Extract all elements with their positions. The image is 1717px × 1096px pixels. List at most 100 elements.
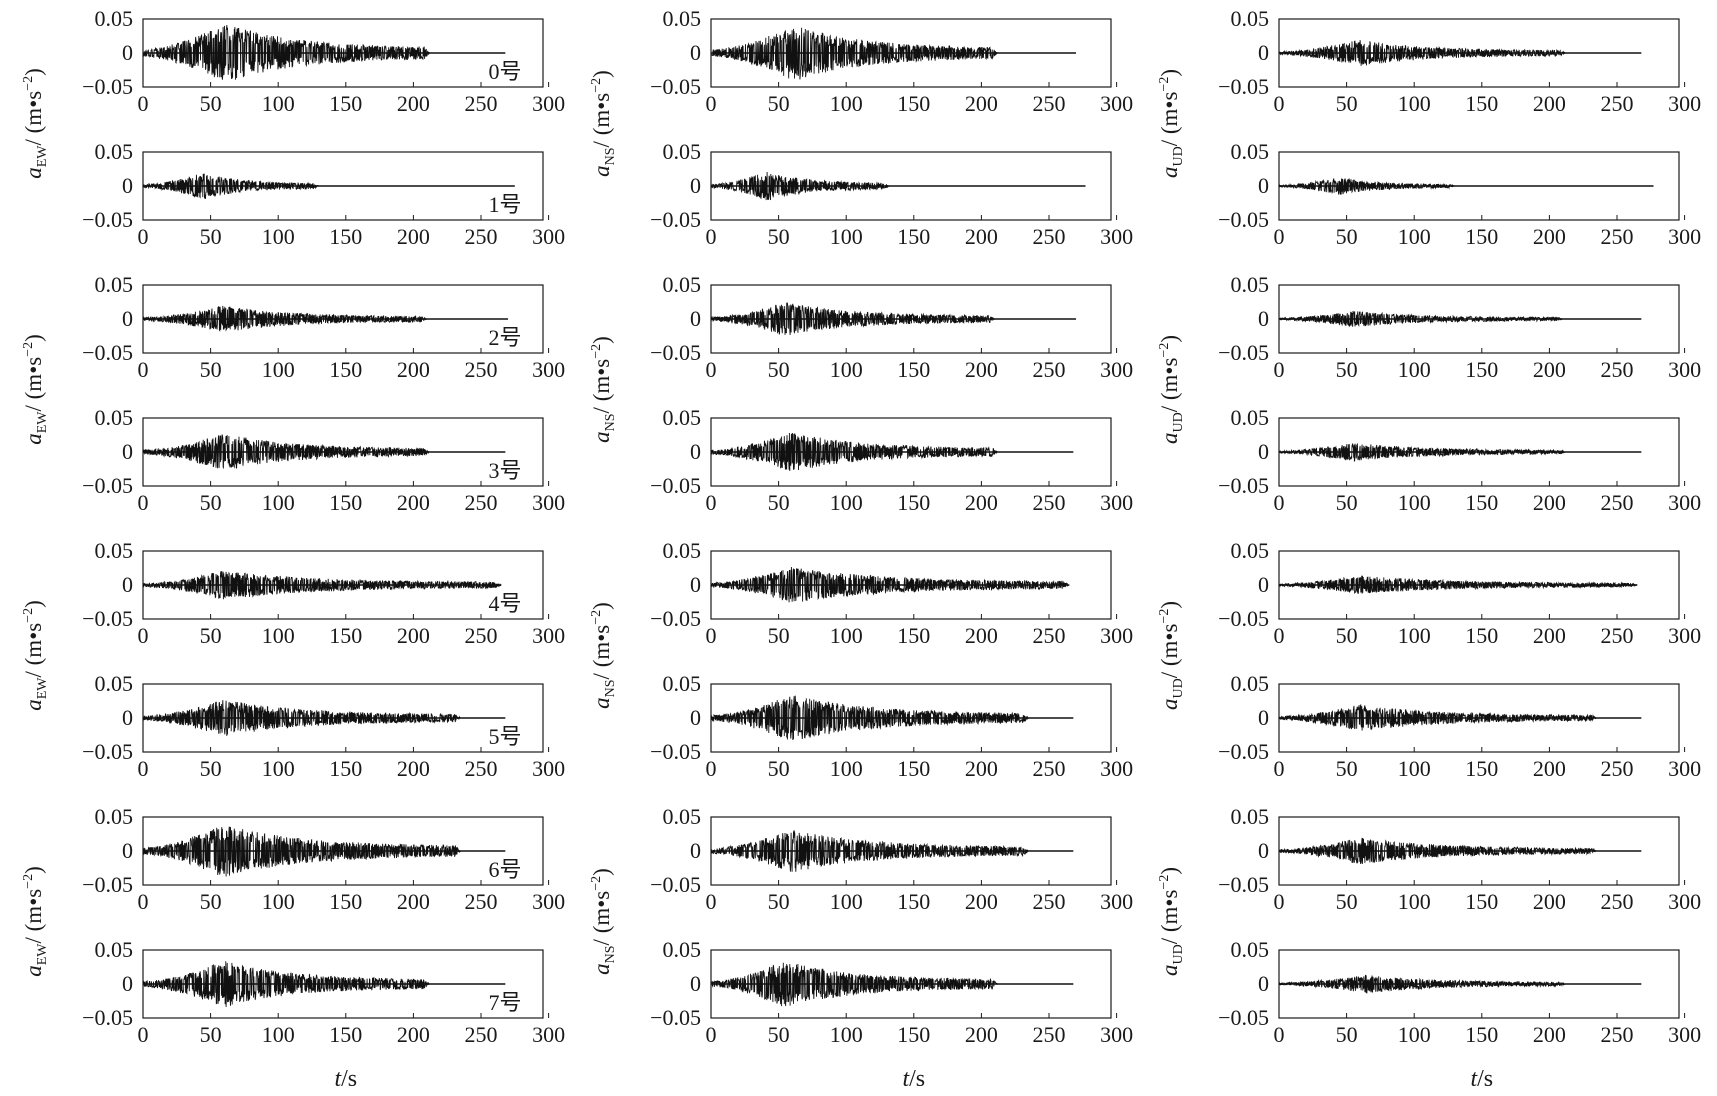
y-axis-label-ud: aUD/ (m•s−2)	[1157, 601, 1186, 710]
panel-ud-station-2: 0.050−0.050 50 100 150 200 250 300	[1218, 272, 1701, 382]
y-axis-label-ns: aNS/ (m•s−2)	[589, 70, 618, 177]
acceleration-trace	[1278, 177, 1455, 195]
x-tick-label: 100	[1398, 91, 1431, 116]
panel-ns-station-5: 0.050−0.050 50 100 150 200 250 300	[650, 671, 1133, 781]
y-tick-label: 0	[122, 705, 133, 730]
panel-ud-station-5: 0.050−0.050 50 100 150 200 250 300	[1218, 671, 1701, 781]
x-tick-label: 150	[897, 756, 930, 781]
x-tick-label: 50	[768, 1022, 790, 1047]
x-tick-label: 100	[830, 91, 863, 116]
y-tick-label: 0.05	[95, 139, 134, 164]
acceleration-trace	[142, 571, 502, 600]
x-tick-label: 50	[768, 889, 790, 914]
y-tick-label: 0	[122, 173, 133, 198]
x-tick-label: 250	[465, 490, 498, 515]
x-tick-label: 0	[1274, 623, 1285, 648]
y-tick-label: 0.05	[1231, 139, 1270, 164]
x-tick-label: 50	[200, 91, 222, 116]
x-tick-label: 250	[1601, 91, 1634, 116]
x-tick-label: 250	[465, 357, 498, 382]
x-tick-label: 300	[1668, 623, 1701, 648]
x-axis-label: t/s	[334, 1066, 357, 1092]
x-tick-label: 100	[262, 1022, 295, 1047]
x-tick-label: 250	[1033, 756, 1066, 781]
x-tick-label: 0	[138, 623, 149, 648]
y-tick-label: 0.05	[95, 538, 134, 563]
y-tick-label: 0	[1258, 40, 1269, 65]
x-tick-label: 250	[465, 623, 498, 648]
y-tick-label: 0	[122, 40, 133, 65]
x-tick-label: 50	[1336, 756, 1358, 781]
x-tick-label: 200	[1533, 1022, 1566, 1047]
x-tick-label: 200	[965, 623, 998, 648]
x-tick-label: 250	[1601, 889, 1634, 914]
x-tick-label: 300	[1668, 224, 1701, 249]
x-tick-label: 150	[329, 889, 362, 914]
x-tick-label: 150	[329, 224, 362, 249]
x-tick-label: 150	[1465, 224, 1498, 249]
x-tick-label: 150	[329, 91, 362, 116]
acceleration-trace	[710, 962, 998, 1007]
acceleration-trace	[142, 25, 430, 80]
x-tick-label: 50	[1336, 357, 1358, 382]
x-tick-label: 200	[1533, 357, 1566, 382]
x-tick-label: 0	[706, 756, 717, 781]
x-tick-label: 0	[706, 490, 717, 515]
x-tick-label: 0	[1274, 91, 1285, 116]
y-tick-label: 0	[690, 306, 701, 331]
x-tick-label: 200	[965, 490, 998, 515]
panel-ud-station-3: 0.050−0.050 50 100 150 200 250 300	[1218, 405, 1701, 515]
y-tick-label: 0	[1258, 705, 1269, 730]
y-tick-label: −0.05	[1218, 74, 1269, 99]
x-tick-label: 150	[329, 623, 362, 648]
y-axis-label-ew: aEW/ (m•s−2)	[21, 68, 50, 179]
panel-ud-station-4: 0.050−0.050 50 100 150 200 250 300	[1218, 538, 1701, 648]
x-tick-label: 100	[1398, 357, 1431, 382]
x-tick-label: 150	[1465, 490, 1498, 515]
y-tick-label: 0	[690, 705, 701, 730]
y-tick-label: 0	[1258, 838, 1269, 863]
x-tick-label: 0	[706, 357, 717, 382]
y-tick-label: −0.05	[650, 1005, 701, 1030]
x-tick-label: 250	[465, 224, 498, 249]
station-label: 3号	[488, 458, 521, 483]
y-tick-label: 0.05	[1231, 538, 1270, 563]
x-tick-label: 250	[1033, 1022, 1066, 1047]
x-tick-label: 100	[262, 889, 295, 914]
y-tick-label: 0.05	[1231, 6, 1270, 31]
x-tick-label: 100	[830, 357, 863, 382]
y-tick-label: 0	[690, 173, 701, 198]
y-tick-label: 0.05	[1231, 405, 1270, 430]
y-tick-label: 0	[1258, 173, 1269, 198]
x-tick-label: 200	[397, 756, 430, 781]
panel-ud-station-6: 0.050−0.050 50 100 150 200 250 300	[1218, 804, 1701, 914]
y-tick-label: 0.05	[95, 671, 134, 696]
x-tick-label: 200	[1533, 224, 1566, 249]
y-tick-label: −0.05	[650, 207, 701, 232]
x-tick-label: 0	[1274, 756, 1285, 781]
x-tick-label: 0	[138, 1022, 149, 1047]
x-tick-label: 100	[830, 623, 863, 648]
x-tick-label: 0	[1274, 490, 1285, 515]
x-tick-label: 250	[465, 1022, 498, 1047]
acceleration-trace	[1278, 40, 1566, 66]
x-tick-label: 250	[1033, 889, 1066, 914]
y-tick-label: −0.05	[650, 340, 701, 365]
x-tick-label: 100	[830, 889, 863, 914]
x-tick-label: 100	[830, 490, 863, 515]
x-tick-label: 100	[262, 490, 295, 515]
acceleration-trace	[710, 695, 1030, 741]
y-tick-label: −0.05	[82, 1005, 133, 1030]
x-tick-label: 0	[138, 91, 149, 116]
y-tick-label: 0	[122, 439, 133, 464]
acceleration-trace	[710, 302, 996, 336]
x-tick-label: 300	[1668, 889, 1701, 914]
x-tick-label: 200	[1533, 889, 1566, 914]
x-tick-label: 200	[965, 91, 998, 116]
acceleration-trace	[1278, 443, 1566, 462]
x-tick-label: 250	[1033, 224, 1066, 249]
